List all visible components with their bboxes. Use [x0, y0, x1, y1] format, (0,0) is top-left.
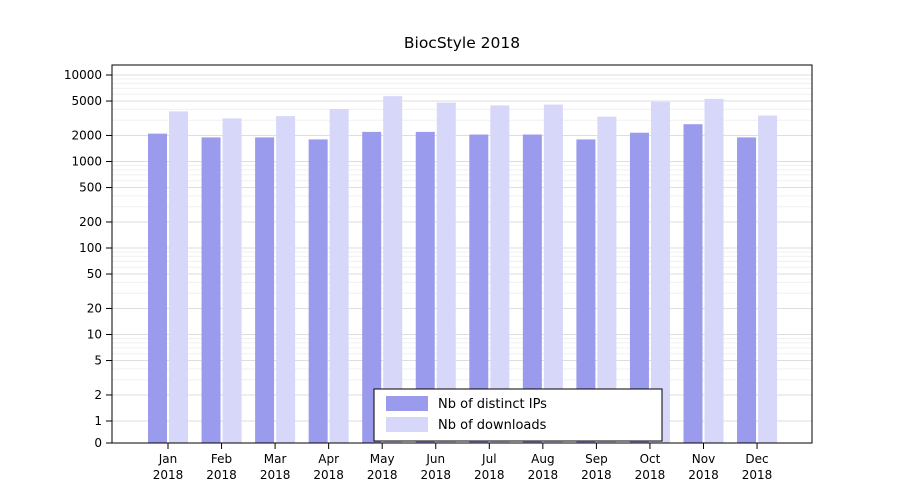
bar-distinct-ips-aug: [522, 134, 542, 443]
bar-downloads-may: [383, 96, 403, 443]
x-tick-label-year: 2018: [153, 468, 184, 482]
bar-downloads-jul: [490, 105, 510, 443]
y-tick-label: 10000: [64, 68, 102, 82]
bar-downloads-feb: [222, 118, 242, 444]
bar-downloads-apr: [329, 108, 349, 443]
y-tick-label: 5: [94, 354, 102, 368]
y-tick-label: 2000: [71, 129, 102, 143]
x-tick-label-year: 2018: [420, 468, 451, 482]
x-tick-label-month: Jun: [425, 452, 445, 466]
x-tick-label-year: 2018: [313, 468, 344, 482]
y-tick-label: 200: [79, 215, 102, 229]
bar-downloads-aug: [543, 104, 563, 443]
bar-distinct-ips-sep: [576, 139, 596, 443]
x-tick-label-month: Aug: [531, 452, 554, 466]
x-tick-label-year: 2018: [474, 468, 505, 482]
x-tick-label-year: 2018: [528, 468, 559, 482]
legend: Nb of distinct IPs Nb of downloads: [373, 388, 663, 442]
y-tick-label: 5000: [71, 94, 102, 108]
x-tick-label-year: 2018: [688, 468, 719, 482]
legend-label-distinct-ips: Nb of distinct IPs: [438, 397, 547, 412]
y-tick-label: 10: [87, 328, 102, 342]
x-tick-label-month: Dec: [745, 452, 768, 466]
plot-frame: [111, 64, 813, 444]
y-tick-label: 2: [94, 388, 102, 402]
x-tick-label-year: 2018: [742, 468, 773, 482]
x-tick-label-month: May: [370, 452, 395, 466]
bars: [148, 96, 778, 444]
y-tick-label: 500: [79, 181, 102, 195]
x-tick-label-month: Nov: [692, 452, 715, 466]
y-tick-label: 20: [87, 302, 102, 316]
bar-distinct-ips-oct: [629, 132, 649, 443]
bar-distinct-ips-jan: [148, 133, 167, 443]
bar-downloads-nov: [704, 98, 724, 444]
bar-downloads-sep: [597, 116, 617, 443]
bar-distinct-ips-jul: [469, 134, 489, 443]
y-tick-label: 0: [94, 436, 102, 450]
y-tick-label: 1000: [71, 155, 102, 169]
y-tick-label: 50: [87, 267, 102, 281]
x-tick-label-year: 2018: [260, 468, 291, 482]
legend-label-downloads: Nb of downloads: [438, 418, 547, 433]
x-tick-label-month: Oct: [640, 452, 661, 466]
bar-distinct-ips-jun: [415, 131, 435, 443]
x-tick-label-year: 2018: [367, 468, 398, 482]
bar-distinct-ips-may: [362, 131, 382, 443]
bar-downloads-jan: [169, 111, 188, 443]
bar-distinct-ips-feb: [201, 137, 221, 443]
bar-distinct-ips-nov: [683, 124, 703, 443]
x-tick-label-month: Sep: [585, 452, 608, 466]
bar-downloads-oct: [650, 101, 670, 444]
chart-title: BiocStyle 2018: [404, 34, 520, 52]
x-tick-label-month: Feb: [211, 452, 232, 466]
legend-swatch-downloads: [386, 417, 428, 432]
x-tick-label-month: Jan: [158, 452, 178, 466]
x-tick-label-year: 2018: [635, 468, 666, 482]
bar-distinct-ips-dec: [737, 137, 757, 443]
y-tick-label: 1: [94, 414, 102, 428]
y-tick-label: 100: [79, 241, 102, 255]
x-tick-label-month: Apr: [318, 452, 339, 466]
bar-distinct-ips-mar: [255, 137, 275, 443]
x-tick-label-year: 2018: [581, 468, 612, 482]
bar-downloads-mar: [276, 116, 296, 444]
axes: 0 1 2 5 10 20 50 100 200 500 1000 2000 5000 10000 Jan 2…: [64, 64, 813, 482]
x-tick-label-month: Mar: [264, 452, 287, 466]
x-tick-label-month: Jul: [481, 452, 496, 466]
bar-distinct-ips-apr: [308, 139, 328, 443]
bar-downloads-dec: [758, 115, 778, 444]
bar-downloads-jun: [436, 102, 456, 443]
x-tick-label-year: 2018: [206, 468, 237, 482]
legend-swatch-distinct-ips: [386, 396, 428, 411]
